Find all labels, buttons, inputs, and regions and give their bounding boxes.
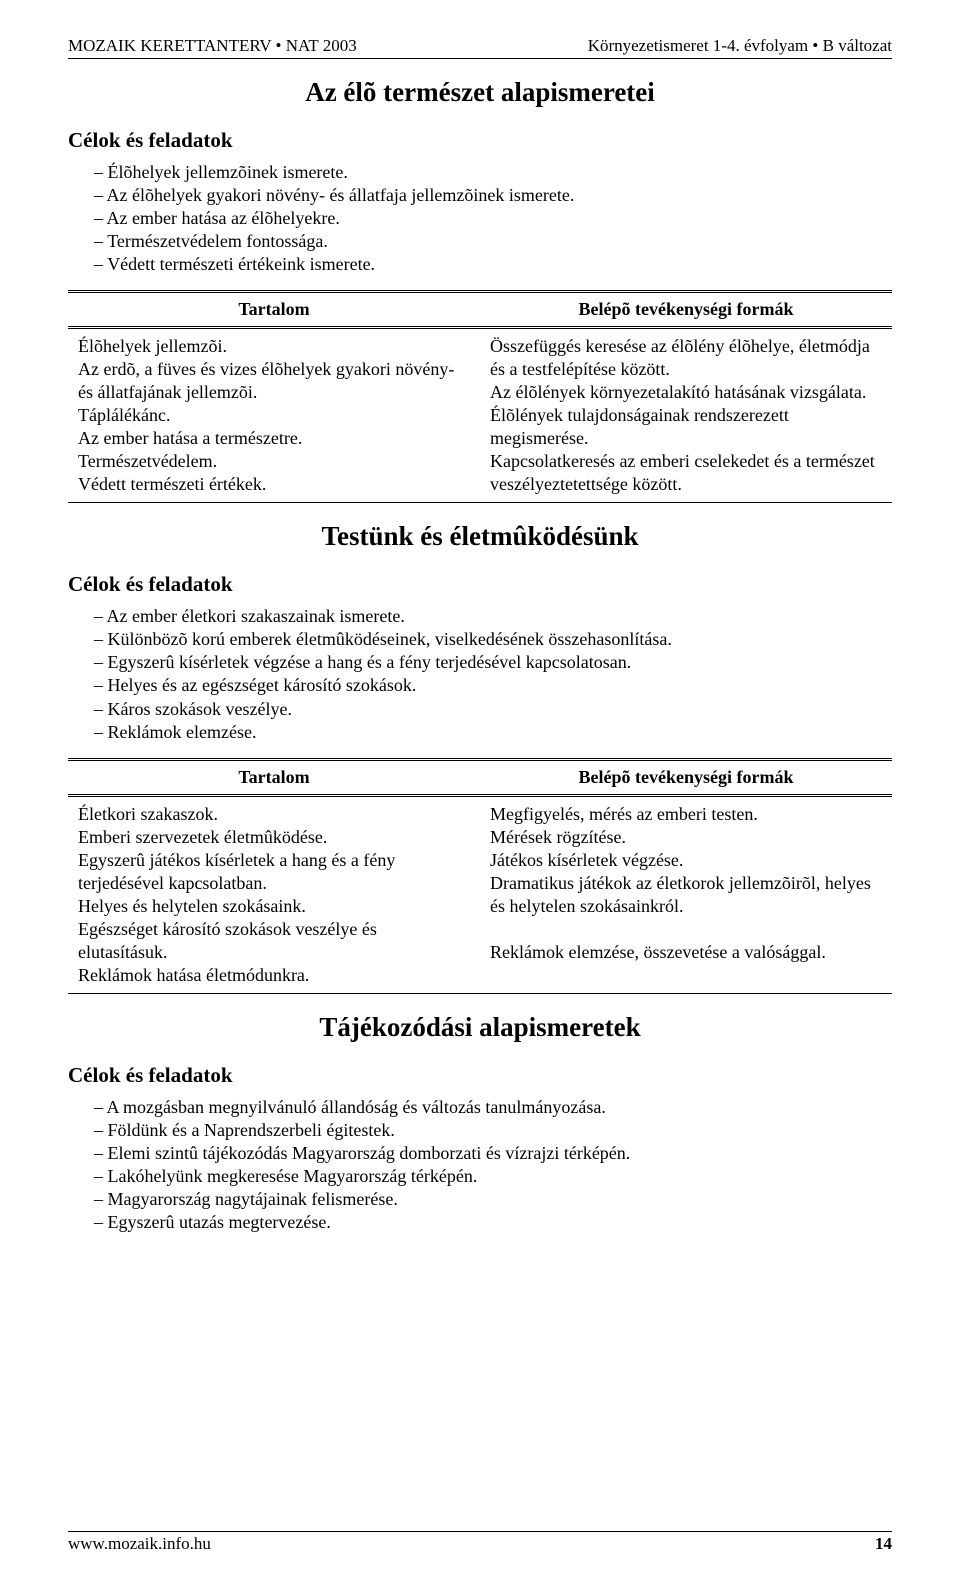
table-cell-left: Életkori szakaszok. Emberi szervezetek é… [68,795,480,993]
list-item: Védett természeti értékeink ismerete. [94,253,892,276]
section-title-1: Az élõ természet alapismeretei [68,77,892,108]
list-item: Helyes és az egészséget károsító szokáso… [94,674,892,697]
section-title-3: Tájékozódási alapismeretek [68,1012,892,1043]
goals-list-2: Az ember életkori szakaszainak ismerete.… [68,605,892,743]
list-item: Elemi szintû tájékozódás Magyarország do… [94,1142,892,1165]
table-header: Belépõ tevékenységi formák [480,759,892,795]
list-item: Káros szokások veszélye. [94,698,892,721]
list-item: Az élõhelyek gyakori növény- és állatfaj… [94,184,892,207]
table-row: Élõhelyek jellemzõi. Az erdõ, a füves és… [68,328,892,503]
header-left: MOZAIK KERETTANTERV • NAT 2003 [68,36,357,56]
section-title-2: Testünk és életmûködésünk [68,521,892,552]
content-table-1: Tartalom Belépõ tevékenységi formák Élõh… [68,290,892,503]
table-cell-right: Megfigyelés, mérés az emberi testen. Mér… [480,795,892,993]
goals-list-1: Élõhelyek jellemzõinek ismerete. Az élõh… [68,161,892,276]
footer-site: www.mozaik.info.hu [68,1534,211,1554]
list-item: Az ember életkori szakaszainak ismerete. [94,605,892,628]
list-item: Lakóhelyünk megkeresése Magyarország tér… [94,1165,892,1188]
list-item: A mozgásban megnyilvánuló állandóság és … [94,1096,892,1119]
table-cell-right: Összefüggés keresése az élõlény élõhelye… [480,328,892,503]
table-row: Életkori szakaszok. Emberi szervezetek é… [68,795,892,993]
page-footer: www.mozaik.info.hu 14 [68,1531,892,1554]
list-item: Egyszerû kísérletek végzése a hang és a … [94,651,892,674]
page-header: MOZAIK KERETTANTERV • NAT 2003 Környezet… [68,36,892,59]
goals-list-3: A mozgásban megnyilvánuló állandóság és … [68,1096,892,1234]
table-header: Belépõ tevékenységi formák [480,292,892,328]
footer-page-number: 14 [875,1534,892,1554]
list-item: Élõhelyek jellemzõinek ismerete. [94,161,892,184]
list-item: Reklámok elemzése. [94,721,892,744]
list-item: Különbözõ korú emberek életmûködéseinek,… [94,628,892,651]
list-item: Egyszerû utazás megtervezése. [94,1211,892,1234]
list-item: Földünk és a Naprendszerbeli égitestek. [94,1119,892,1142]
header-right: Környezetismeret 1-4. évfolyam • B válto… [588,36,892,56]
table-header: Tartalom [68,292,480,328]
content-table-2: Tartalom Belépõ tevékenységi formák Élet… [68,758,892,994]
table-header: Tartalom [68,759,480,795]
goals-heading-2: Célok és feladatok [68,572,892,597]
table-cell-left: Élõhelyek jellemzõi. Az erdõ, a füves és… [68,328,480,503]
list-item: Az ember hatása az élõhelyekre. [94,207,892,230]
goals-heading-3: Célok és feladatok [68,1063,892,1088]
goals-heading-1: Célok és feladatok [68,128,892,153]
list-item: Magyarország nagytájainak felismerése. [94,1188,892,1211]
list-item: Természetvédelem fontossága. [94,230,892,253]
